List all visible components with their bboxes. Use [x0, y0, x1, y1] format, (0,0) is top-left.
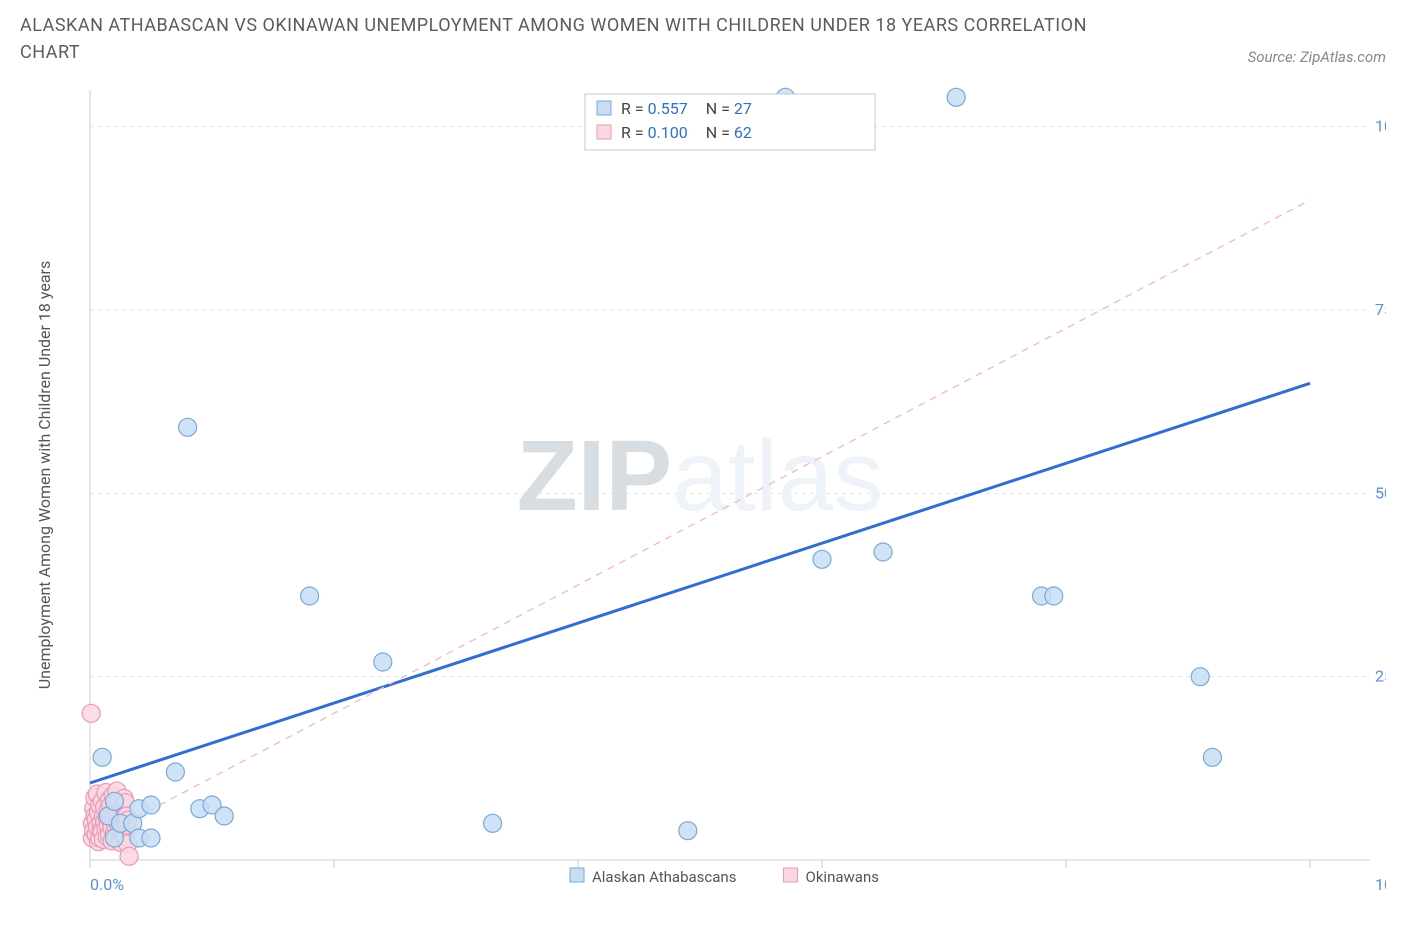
stats-row: R = 0.557N = 27: [621, 99, 752, 118]
data-point: [105, 792, 123, 810]
legend-swatch: [570, 868, 584, 882]
data-point: [82, 704, 100, 722]
x-tick-label: 100.0%: [1375, 875, 1386, 894]
data-point: [301, 587, 319, 605]
watermark: ZIPatlas: [517, 420, 884, 532]
data-point: [1191, 668, 1209, 686]
data-point: [179, 418, 197, 436]
stats-swatch: [597, 101, 611, 115]
legend-swatch: [784, 868, 798, 882]
chart-area: 25.0% 50.0% 75.0% 100.0% 0.0% 100.0% Unemploym…: [20, 80, 1386, 910]
source-label: Source: ZipAtlas.com: [1248, 48, 1386, 66]
data-point: [874, 543, 892, 561]
data-point: [93, 748, 111, 766]
data-point: [166, 763, 184, 781]
stats-row: R = 0.100N = 62: [621, 123, 752, 142]
data-point: [142, 829, 160, 847]
data-point: [215, 807, 233, 825]
data-point: [679, 822, 697, 840]
x-tick-label: 0.0%: [90, 875, 124, 894]
y-tick-label: 75.0%: [1375, 300, 1386, 319]
data-point: [1203, 748, 1221, 766]
y-tick-label: 50.0%: [1375, 483, 1386, 502]
data-point: [374, 653, 392, 671]
legend-label: Okinawans: [806, 868, 879, 886]
data-point: [142, 796, 160, 814]
y-tick-label: 100.0%: [1375, 117, 1386, 136]
y-axis-label: Unemployment Among Women with Children U…: [35, 261, 54, 689]
chart-title: ALASKAN ATHABASCAN VS OKINAWAN UNEMPLOYM…: [20, 12, 1120, 66]
data-point: [947, 88, 965, 106]
data-point: [484, 814, 502, 832]
trend-line: [90, 200, 1310, 842]
data-point: [813, 550, 831, 568]
y-tick-label: 25.0%: [1375, 667, 1386, 686]
scatter-chart: 25.0% 50.0% 75.0% 100.0% 0.0% 100.0% Unemploym…: [20, 80, 1386, 910]
data-point: [120, 847, 138, 865]
stats-swatch: [597, 125, 611, 139]
data-point: [1045, 587, 1063, 605]
legend-label: Alaskan Athabascans: [592, 868, 736, 886]
